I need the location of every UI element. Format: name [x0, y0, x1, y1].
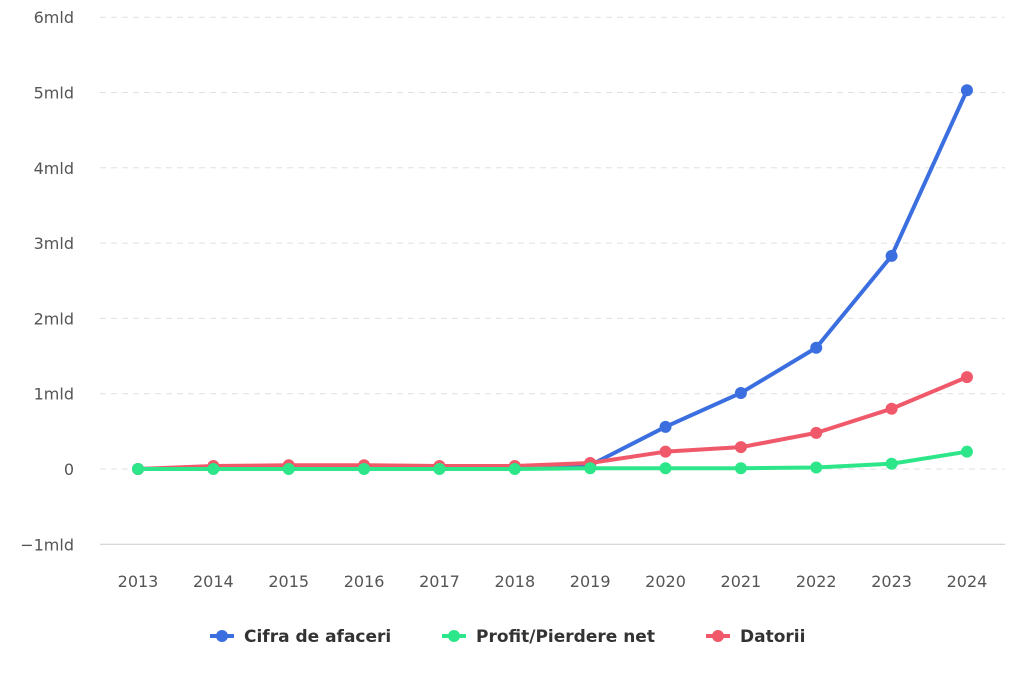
x-tick-label: 2021 — [721, 572, 762, 591]
y-tick-label: 4mld — [34, 159, 74, 178]
y-tick-label: 6mld — [34, 8, 74, 27]
data-point[interactable] — [659, 462, 672, 475]
y-tick-label: 3mld — [34, 234, 74, 253]
series-cifra-de-afaceri — [132, 84, 973, 475]
legend-label: Cifra de afaceri — [244, 627, 391, 647]
data-point[interactable] — [960, 84, 973, 97]
data-point[interactable] — [734, 441, 747, 454]
x-tick-label: 2024 — [947, 572, 988, 591]
x-tick-label: 2013 — [118, 572, 159, 591]
data-point[interactable] — [960, 445, 973, 458]
series-lines — [132, 84, 973, 475]
legend-marker-icon — [448, 630, 460, 642]
data-point[interactable] — [810, 461, 823, 474]
data-point[interactable] — [885, 402, 898, 415]
y-tick-label: −1mld — [20, 535, 74, 554]
data-point[interactable] — [508, 463, 521, 475]
data-point[interactable] — [810, 341, 823, 354]
x-tick-label: 2019 — [570, 572, 611, 591]
x-tick-label: 2020 — [645, 572, 686, 591]
data-point[interactable] — [960, 371, 973, 384]
x-tick-label: 2022 — [796, 572, 837, 591]
data-point[interactable] — [358, 463, 371, 475]
series-line — [137, 375, 968, 471]
series-line — [137, 89, 969, 471]
legend-label: Datorii — [740, 627, 805, 647]
data-point[interactable] — [659, 445, 672, 458]
y-tick-label: 0 — [64, 460, 74, 479]
data-point[interactable] — [282, 463, 295, 475]
y-tick-label: 2mld — [34, 309, 74, 328]
x-tick-label: 2016 — [344, 572, 385, 591]
data-point[interactable] — [885, 249, 898, 262]
x-tick-label: 2017 — [419, 572, 460, 591]
legend-item[interactable]: Datorii — [706, 627, 805, 647]
legend-label: Profit/Pierdere net — [476, 627, 655, 647]
series-datorii — [132, 371, 973, 475]
data-point[interactable] — [810, 426, 823, 439]
x-axis-ticks: 2013 2014 2015 2016 2017 2018 2019 2020 2021 2022… — [118, 572, 988, 591]
legend-marker-icon — [712, 630, 724, 642]
data-point[interactable] — [885, 457, 898, 470]
x-tick-label: 2023 — [871, 572, 912, 591]
x-tick-label: 2014 — [193, 572, 234, 591]
y-tick-label: 1mld — [34, 385, 74, 404]
data-point[interactable] — [584, 462, 597, 475]
data-point[interactable] — [734, 462, 747, 475]
y-tick-label: 5mld — [34, 84, 74, 103]
data-point[interactable] — [207, 463, 220, 475]
x-tick-label: 2015 — [268, 572, 309, 591]
series-line — [138, 449, 968, 471]
legend-item[interactable]: Cifra de afaceri — [210, 627, 391, 647]
legend-item[interactable]: Profit/Pierdere net — [442, 627, 655, 647]
data-point[interactable] — [433, 463, 446, 475]
data-point[interactable] — [734, 386, 747, 399]
data-point[interactable] — [132, 463, 144, 475]
x-tick-label: 2018 — [494, 572, 535, 591]
y-axis-ticks: −1mld 0 1mld 2mld 3mld 4mld 5mld 6mld — [20, 8, 74, 554]
legend: Cifra de afaceri Profit/Pierdere net Dator… — [210, 627, 805, 647]
series-profit-pierdere-net — [132, 445, 973, 475]
data-point[interactable] — [659, 420, 672, 433]
legend-marker-icon — [216, 630, 228, 642]
